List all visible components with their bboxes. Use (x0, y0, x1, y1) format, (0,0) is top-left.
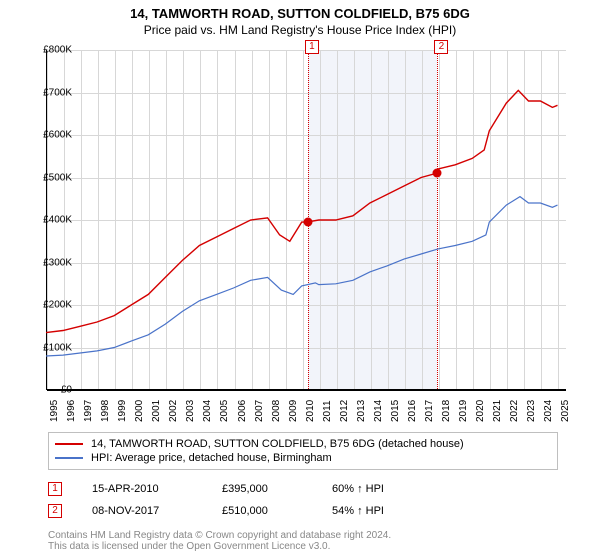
x-axis-label: 2012 (339, 400, 350, 422)
sale-row-tag: 1 (48, 482, 62, 496)
x-axis-label: 2006 (237, 400, 248, 422)
attribution-line2: This data is licensed under the Open Gov… (48, 541, 558, 552)
y-axis-label: £100K (32, 342, 72, 353)
legend-item: 14, TAMWORTH ROAD, SUTTON COLDFIELD, B75… (55, 437, 551, 451)
y-axis-label: £800K (32, 45, 72, 56)
x-axis-label: 1998 (100, 400, 111, 422)
x-axis-label: 2014 (373, 400, 384, 422)
x-axis-label: 2019 (458, 400, 469, 422)
chart-subtitle: Price paid vs. HM Land Registry's House … (0, 21, 600, 37)
x-axis-label: 2011 (322, 400, 333, 422)
x-axis-label: 2018 (441, 400, 452, 422)
series-line (46, 90, 558, 332)
x-axis-label: 2005 (219, 400, 230, 422)
sale-tag-1: 1 (305, 40, 319, 54)
y-axis-label: £400K (32, 215, 72, 226)
x-axis-label: 2024 (543, 400, 554, 422)
y-axis-label: £300K (32, 257, 72, 268)
x-axis-label: 2002 (168, 400, 179, 422)
y-axis-label: £700K (32, 87, 72, 98)
x-axis-label: 2000 (134, 400, 145, 422)
x-axis-label: 2017 (424, 400, 435, 422)
x-axis-label: 2015 (390, 400, 401, 422)
x-axis-label: 2025 (560, 400, 571, 422)
x-axis-label: 2008 (271, 400, 282, 422)
x-axis-label: 2022 (509, 400, 520, 422)
x-axis-label: 1997 (83, 400, 94, 422)
legend-swatch (55, 457, 83, 459)
x-axis-label: 1995 (49, 400, 60, 422)
x-axis-label: 2009 (288, 400, 299, 422)
chart-svg (46, 50, 566, 390)
x-axis-label: 2013 (356, 400, 367, 422)
sales-table: 1 15-APR-2010 £395,000 60% ↑ HPI 2 08-NOV-201… (48, 478, 558, 522)
sale-tag-2: 2 (434, 40, 448, 54)
legend-box: 14, TAMWORTH ROAD, SUTTON COLDFIELD, B75… (48, 432, 558, 470)
legend-label: 14, TAMWORTH ROAD, SUTTON COLDFIELD, B75… (91, 438, 464, 450)
sale-row: 1 15-APR-2010 £395,000 60% ↑ HPI (48, 478, 558, 500)
sale-date: 08-NOV-2017 (92, 505, 192, 517)
x-axis-label: 1999 (117, 400, 128, 422)
series-line (46, 197, 558, 356)
sale-date: 15-APR-2010 (92, 483, 192, 495)
sale-row: 2 08-NOV-2017 £510,000 54% ↑ HPI (48, 500, 558, 522)
x-axis-label: 2010 (305, 400, 316, 422)
legend-swatch (55, 443, 83, 445)
legend-item: HPI: Average price, detached house, Birm… (55, 451, 551, 465)
gridline-horizontal (47, 390, 566, 391)
chart-area: 1995199619971998199920002001200220032004… (46, 50, 566, 390)
x-axis-label: 2020 (475, 400, 486, 422)
sale-hpi: 60% ↑ HPI (332, 483, 384, 495)
sale-row-tag: 2 (48, 504, 62, 518)
sale-price: £510,000 (222, 505, 302, 517)
x-axis-label: 2001 (151, 400, 162, 422)
x-axis-label: 2023 (526, 400, 537, 422)
attribution: Contains HM Land Registry data © Crown c… (48, 530, 558, 552)
y-axis-label: £0 (32, 385, 72, 396)
chart-title: 14, TAMWORTH ROAD, SUTTON COLDFIELD, B75… (0, 0, 600, 21)
y-axis-label: £500K (32, 172, 72, 183)
y-axis-label: £200K (32, 300, 72, 311)
sale-hpi: 54% ↑ HPI (332, 505, 384, 517)
x-axis-label: 2016 (407, 400, 418, 422)
sale-price: £395,000 (222, 483, 302, 495)
x-axis-label: 2004 (202, 400, 213, 422)
legend-label: HPI: Average price, detached house, Birm… (91, 452, 332, 464)
attribution-line1: Contains HM Land Registry data © Crown c… (48, 530, 558, 541)
x-axis-label: 1996 (66, 400, 77, 422)
y-axis-label: £600K (32, 130, 72, 141)
x-axis-label: 2007 (254, 400, 265, 422)
x-axis-label: 2003 (185, 400, 196, 422)
x-axis-label: 2021 (492, 400, 503, 422)
